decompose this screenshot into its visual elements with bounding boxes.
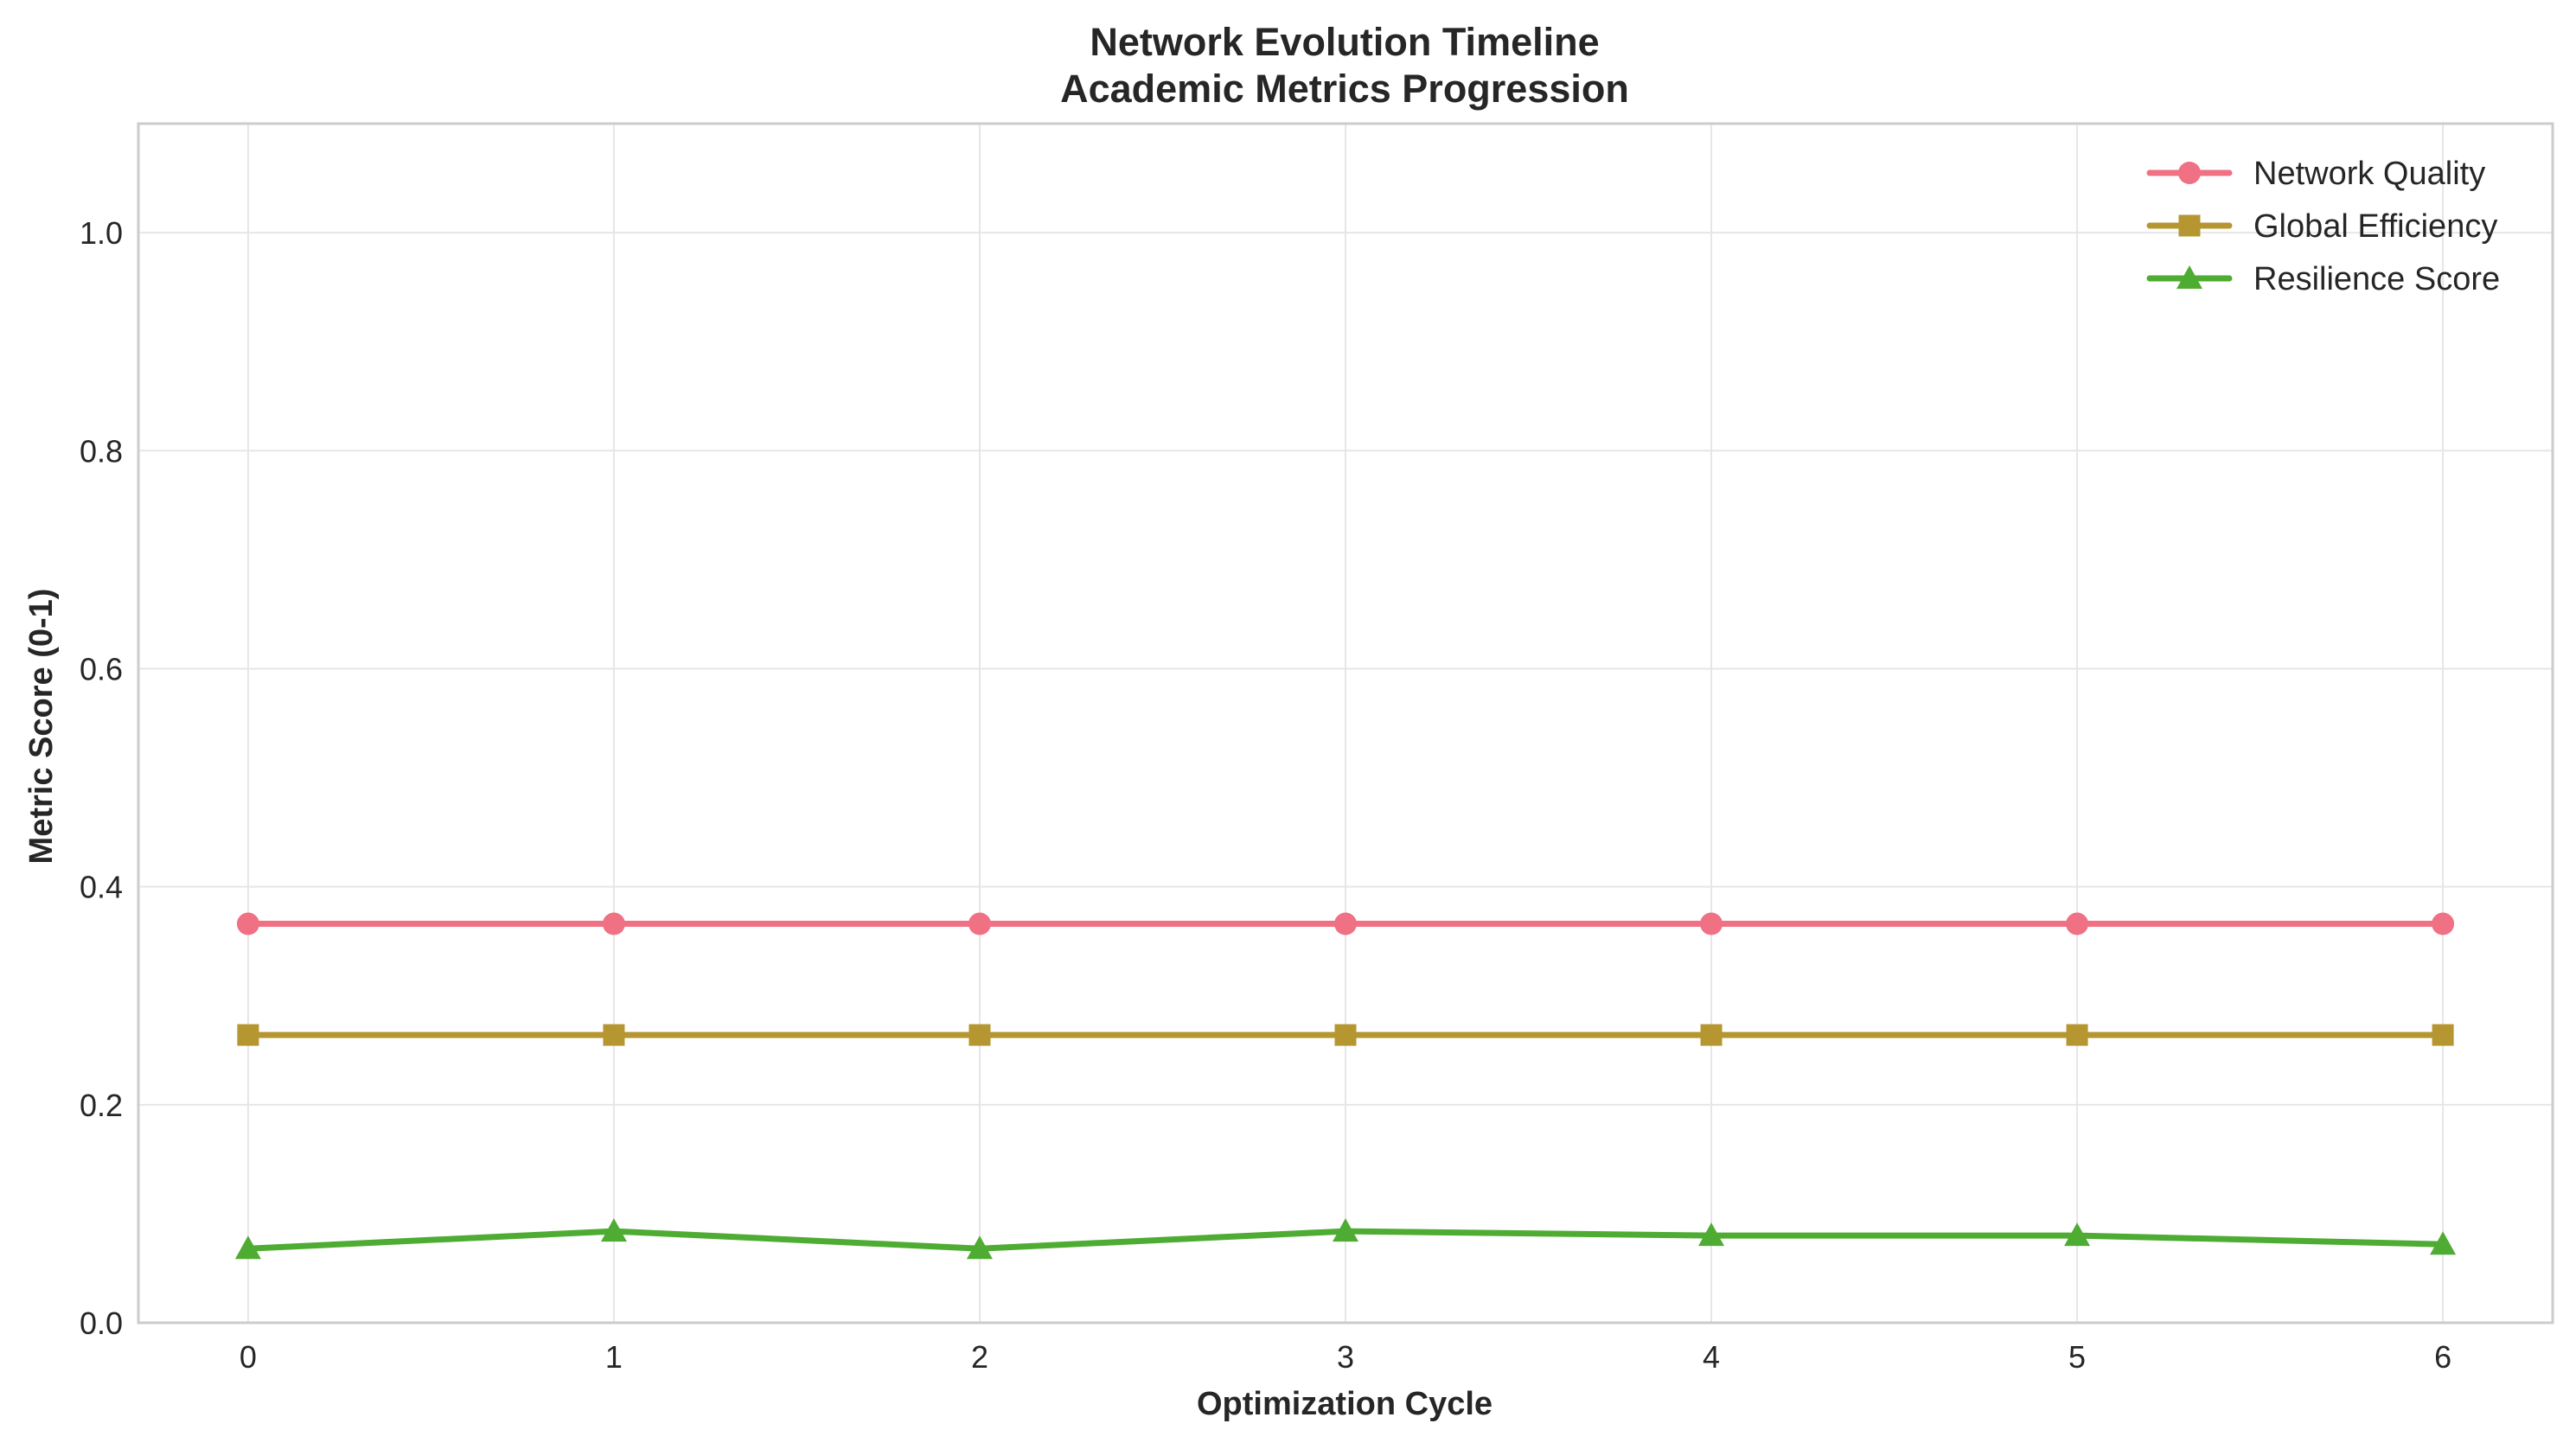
x-tick-label: 0	[240, 1339, 257, 1375]
series-layer	[234, 912, 2457, 1260]
x-tick-label: 6	[2434, 1339, 2451, 1375]
y-tick-label: 0.2	[80, 1088, 123, 1123]
data-point-network-quality	[236, 912, 259, 935]
chart-subtitle: Academic Metrics Progression	[1060, 67, 1629, 111]
data-point-resilience-score	[1333, 1218, 1358, 1242]
data-point-resilience-score	[234, 1235, 261, 1260]
data-point-global-efficiency	[603, 1024, 625, 1046]
data-point-resilience-score	[2430, 1231, 2457, 1255]
data-point-resilience-score	[600, 1218, 627, 1242]
y-axis-ticks: 0.0 0.2 0.4 0.6 0.8 1.0	[80, 215, 123, 1341]
series-resilience-score	[234, 1218, 2457, 1260]
data-point-global-efficiency	[237, 1024, 259, 1046]
data-point-global-efficiency	[1700, 1024, 1723, 1046]
x-tick-label: 3	[1337, 1339, 1354, 1375]
x-axis-label: Optimization Cycle	[1197, 1386, 1493, 1422]
legend-label-network-quality: Network Quality	[2253, 156, 2485, 192]
legend-entry-global-efficiency: Global Efficiency	[2146, 208, 2497, 245]
x-tick-label: 1	[605, 1339, 623, 1375]
data-point-network-quality	[2066, 912, 2089, 935]
x-axis-ticks: 0 1 2 3 4 5 6	[240, 1339, 2451, 1375]
data-point-network-quality	[1700, 912, 1723, 935]
legend: Network Quality Global Efficiency Resilien…	[2146, 156, 2500, 297]
x-tick-label: 2	[971, 1339, 988, 1375]
data-point-global-efficiency	[2066, 1024, 2088, 1046]
legend-entry-network-quality: Network Quality	[2146, 156, 2485, 192]
legend-label-global-efficiency: Global Efficiency	[2253, 208, 2497, 245]
series-network-quality	[236, 912, 2455, 935]
data-point-network-quality	[2432, 912, 2455, 935]
data-point-global-efficiency	[968, 1024, 991, 1046]
data-point-global-efficiency	[2432, 1024, 2454, 1046]
data-point-global-efficiency	[1334, 1024, 1357, 1046]
legend-marker-resilience-score	[2176, 265, 2202, 289]
legend-marker-network-quality	[2178, 162, 2201, 184]
data-point-network-quality	[968, 912, 991, 935]
legend-entry-resilience-score: Resilience Score	[2146, 261, 2500, 297]
y-tick-label: 0.8	[80, 433, 123, 469]
data-point-resilience-score	[2064, 1222, 2091, 1247]
data-point-network-quality	[602, 912, 625, 935]
x-tick-label: 4	[1703, 1339, 1720, 1375]
y-tick-label: 0.4	[80, 870, 123, 905]
y-tick-label: 0.0	[80, 1305, 123, 1341]
data-point-resilience-score	[1698, 1222, 1725, 1247]
y-axis-label: Metric Score (0-1)	[23, 589, 60, 865]
y-tick-label: 0.6	[80, 651, 123, 686]
x-tick-label: 5	[2068, 1339, 2086, 1375]
data-point-resilience-score	[966, 1235, 993, 1260]
legend-marker-global-efficiency	[2178, 214, 2201, 237]
series-global-efficiency	[237, 1024, 2454, 1046]
y-tick-label: 1.0	[80, 215, 123, 251]
plot-area-frame	[137, 122, 2554, 1325]
legend-label-resilience-score: Resilience Score	[2253, 261, 2500, 297]
data-point-network-quality	[1334, 912, 1357, 935]
chart-title: Network Evolution Timeline	[1090, 20, 1599, 64]
